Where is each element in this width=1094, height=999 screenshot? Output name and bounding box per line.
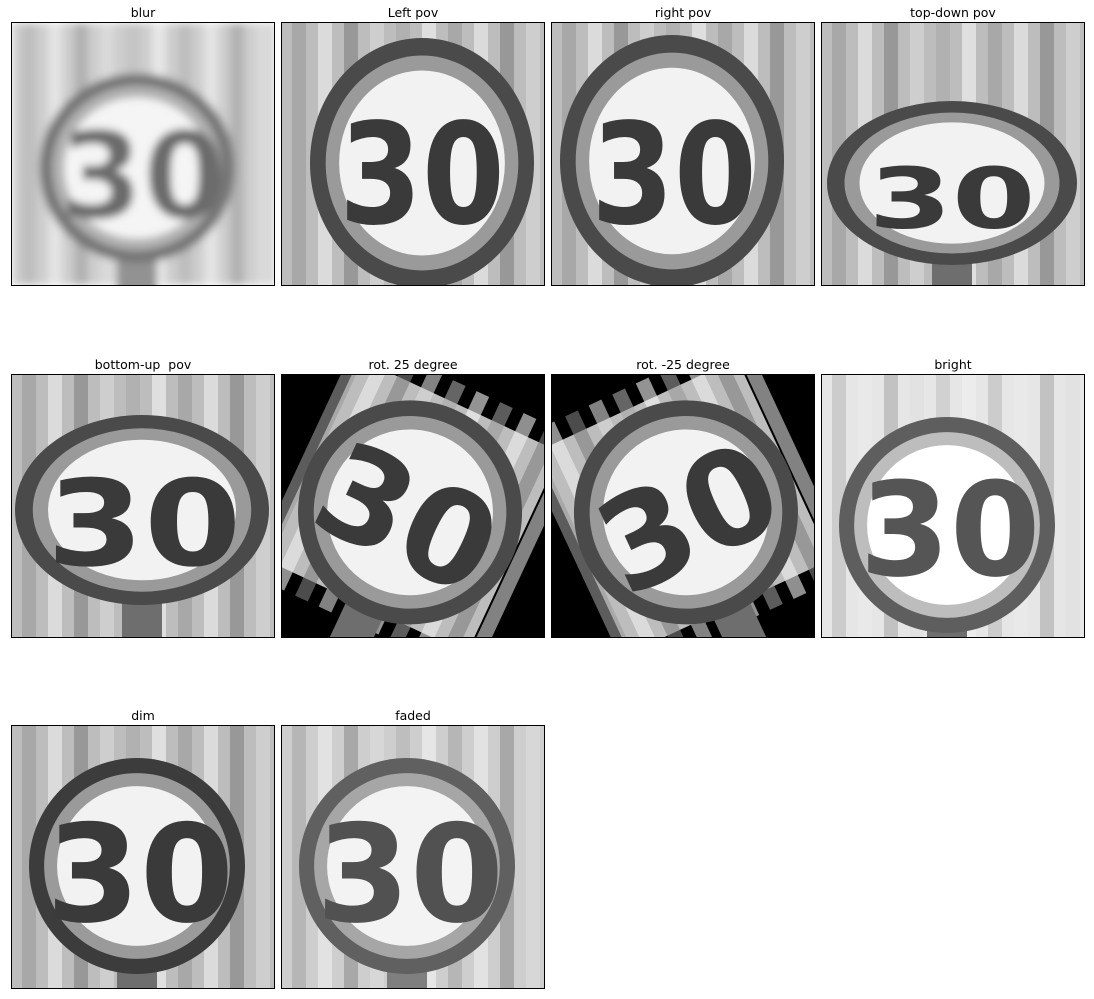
sign-face xyxy=(859,122,1045,244)
sign-group: 30 xyxy=(12,726,274,988)
panel-title: top-down pov xyxy=(910,5,996,20)
image-frame: 30 xyxy=(551,22,815,286)
sign-image-rot-neg-25: 30 xyxy=(552,375,814,637)
sign-digits: 30 xyxy=(60,108,227,247)
sign-group: 30 xyxy=(12,375,274,637)
sign-image-faded: 30 xyxy=(282,726,544,988)
sign-digits: 30 xyxy=(339,93,505,257)
sign-group: 30 xyxy=(552,23,814,285)
image-frame: 30 xyxy=(551,374,815,638)
sign-image-blur: 30 xyxy=(12,23,274,285)
panel-title: Left pov xyxy=(387,5,439,20)
backdrop-stripe xyxy=(22,726,36,988)
panel-title: faded xyxy=(395,708,431,723)
backdrop-stripe xyxy=(230,23,244,285)
backdrop-stripe xyxy=(1066,23,1080,285)
panel-title: right pov xyxy=(654,5,712,20)
sign-group: 30 xyxy=(12,23,274,285)
panel-title: rot. -25 degree xyxy=(636,357,730,372)
backdrop-stripe xyxy=(730,375,814,577)
fade-overlay xyxy=(282,726,544,988)
sign-face xyxy=(64,97,210,239)
image-frame: 30 xyxy=(281,374,545,638)
sign-group: 30 xyxy=(822,23,1084,285)
image-frame: 30 xyxy=(281,725,545,989)
image-frame: 30 xyxy=(11,725,275,989)
backdrop-stripe xyxy=(1066,375,1080,637)
backdrop-stripe xyxy=(526,726,540,988)
sign-image-right-pov: 30 xyxy=(552,23,814,285)
sign-face xyxy=(57,786,217,946)
sign-pole xyxy=(710,596,782,637)
image-frame: 30 xyxy=(821,22,1085,286)
sign-face xyxy=(327,429,493,596)
sign-face xyxy=(589,67,755,255)
sign-face xyxy=(327,786,487,946)
sign-group: 30 xyxy=(282,726,544,988)
sign-image-bottom-up-pov: 30 xyxy=(12,375,274,637)
panel-title: bottom-up pov xyxy=(94,357,192,372)
backdrop-stripe xyxy=(256,726,270,988)
backdrop-stripe xyxy=(292,23,306,285)
sign-group: 30 xyxy=(552,375,814,637)
panel-title: rot. 25 degree xyxy=(368,357,458,372)
sign-group: 30 xyxy=(282,375,544,637)
backdrop-stripe xyxy=(460,435,544,637)
sign-image-dim: 30 xyxy=(12,726,274,988)
sign-digits: 30 xyxy=(47,454,242,593)
sign-digits: 30 xyxy=(46,796,234,953)
sign-digits: 30 xyxy=(316,796,504,953)
sign-digits: 30 xyxy=(869,151,1036,248)
backdrop-stripe xyxy=(282,375,372,580)
backdrop-stripe xyxy=(292,726,306,988)
image-frame: 30 xyxy=(11,22,275,286)
panel-title: blur xyxy=(130,5,156,20)
backdrop-stripe xyxy=(22,23,36,285)
panel-title: bright xyxy=(934,357,972,372)
sign-digits: 30 xyxy=(860,454,1041,606)
sign-image-bright: 30 xyxy=(822,375,1084,637)
sign-group: 30 xyxy=(282,23,544,285)
sign-face xyxy=(603,429,769,596)
image-frame: 30 xyxy=(821,374,1085,638)
sign-face xyxy=(339,70,505,256)
sign-group: 30 xyxy=(822,375,1084,637)
backdrop-stripe xyxy=(256,23,270,285)
image-frame: 30 xyxy=(11,374,275,638)
sign-pole xyxy=(314,596,386,637)
backdrop-stripe xyxy=(796,23,810,285)
sign-face xyxy=(48,439,236,581)
sign-image-left-pov: 30 xyxy=(282,23,544,285)
panel-title: dim xyxy=(131,708,155,723)
sign-image-top-down-pov: 30 xyxy=(822,23,1084,285)
sign-image-rot-25: 30 xyxy=(282,375,544,637)
backdrop-stripe xyxy=(832,375,846,637)
image-frame: 30 xyxy=(281,22,545,286)
backdrop-stripe xyxy=(552,432,642,637)
sign-face xyxy=(867,445,1027,605)
sign-digits: 30 xyxy=(591,93,757,257)
